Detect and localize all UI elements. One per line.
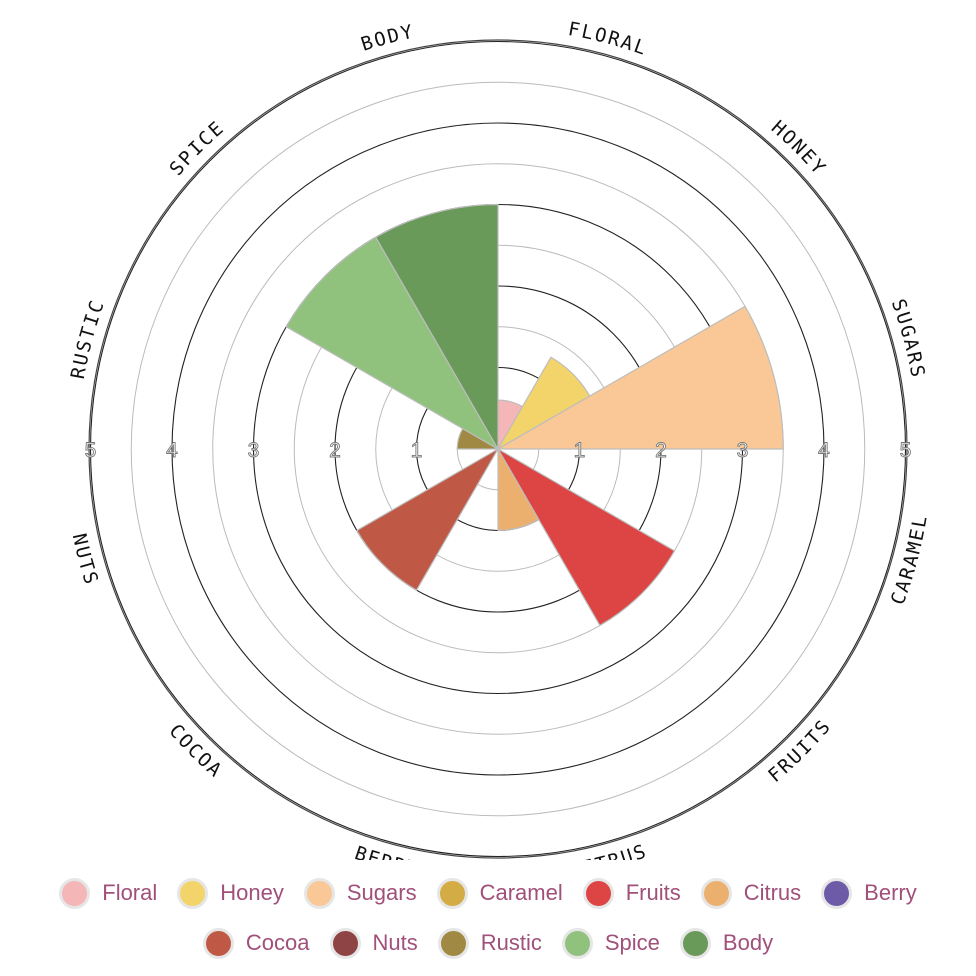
- legend-item-nuts[interactable]: Nuts: [329, 927, 418, 959]
- ring-label-floral: FLORAL: [566, 18, 650, 60]
- legend-swatch: [700, 877, 732, 909]
- legend-item-cocoa[interactable]: Cocoa: [202, 927, 310, 959]
- legend: Floral Honey Sugars Caramel Fruits Citrus Berr…: [0, 868, 976, 968]
- legend-swatch: [202, 927, 234, 959]
- legend-label: Cocoa: [245, 930, 310, 955]
- tick-label: 4: [818, 439, 830, 462]
- legend-swatch: [303, 877, 335, 909]
- legend-swatch: [329, 927, 361, 959]
- tick-label: 1: [411, 439, 423, 462]
- legend-swatch: [177, 877, 209, 909]
- legend-swatch: [437, 927, 469, 959]
- legend-item-floral[interactable]: Floral: [59, 877, 158, 909]
- legend-label: Rustic: [480, 930, 542, 955]
- ring-label-honey: HONEY: [767, 116, 831, 180]
- ring-label-sugars: SUGARS: [887, 296, 929, 380]
- grid-circle: [89, 40, 907, 858]
- legend-item-spice[interactable]: Spice: [561, 927, 660, 959]
- ring-label-caramel: CARAMEL: [887, 512, 932, 607]
- tick-label: 5: [900, 439, 912, 462]
- legend-label: Citrus: [743, 880, 802, 905]
- wedge-fruits[interactable]: [496, 447, 676, 627]
- legend-item-fruits[interactable]: Fruits: [582, 877, 681, 909]
- legend-row-2: Cocoa Nuts Rustic Spice Body: [0, 918, 976, 968]
- legend-label: Spice: [604, 930, 660, 955]
- tick-label: 2: [655, 439, 667, 462]
- legend-item-body[interactable]: Body: [679, 927, 774, 959]
- legend-row-1: Floral Honey Sugars Caramel Fruits Citrus Berr…: [0, 868, 976, 918]
- wedge-body[interactable]: [374, 203, 499, 452]
- ring-label-nuts: NUTS: [68, 532, 103, 589]
- legend-swatch: [821, 877, 853, 909]
- legend-item-rustic[interactable]: Rustic: [437, 927, 542, 959]
- legend-item-caramel[interactable]: Caramel: [436, 877, 563, 909]
- ring-label-spice: SPICE: [165, 116, 229, 180]
- wedge-cocoa[interactable]: [356, 447, 500, 591]
- ring-label-rustic: RUSTIC: [67, 296, 109, 380]
- legend-swatch: [59, 877, 91, 909]
- legend-label: Berry: [864, 880, 917, 905]
- tick-label: 5: [85, 439, 97, 462]
- legend-label: Honey: [220, 880, 284, 905]
- legend-label: Caramel: [479, 880, 563, 905]
- tick-label: 3: [248, 439, 260, 462]
- ring-label-cocoa: COCOA: [164, 720, 227, 783]
- wedge-sugars[interactable]: [495, 305, 784, 450]
- tick-label: 2: [329, 439, 341, 462]
- legend-item-berry[interactable]: Berry: [821, 877, 917, 909]
- flavor-wheel-chart: 1 1 2 2 3 3 4 4 5 5 FLORAL HONEY SUGARS CARAMEL FRUITS…: [67, 18, 932, 860]
- legend-item-citrus[interactable]: Citrus: [700, 877, 802, 909]
- legend-label: Floral: [102, 880, 158, 905]
- legend-swatch: [436, 877, 468, 909]
- wedge-citrus[interactable]: [497, 446, 540, 532]
- grid-circle: [171, 122, 825, 776]
- legend-label: Fruits: [625, 880, 681, 905]
- grid-circle: [130, 81, 866, 817]
- legend-label: Body: [722, 930, 774, 955]
- legend-item-sugars[interactable]: Sugars: [303, 877, 417, 909]
- legend-swatch: [582, 877, 614, 909]
- legend-swatch: [679, 927, 711, 959]
- legend-label: Sugars: [346, 880, 417, 905]
- ring-label-berry: BERRY: [352, 842, 422, 860]
- legend-item-honey[interactable]: Honey: [177, 877, 284, 909]
- tick-label: 3: [737, 439, 749, 462]
- legend-label: Nuts: [372, 930, 418, 955]
- legend-swatch: [561, 927, 593, 959]
- ring-label-fruits: FRUITS: [764, 715, 836, 787]
- outer-ring: [88, 39, 908, 859]
- wedge-spice[interactable]: [285, 236, 500, 451]
- tick-label: 4: [166, 439, 178, 462]
- tick-label: 1: [574, 439, 586, 462]
